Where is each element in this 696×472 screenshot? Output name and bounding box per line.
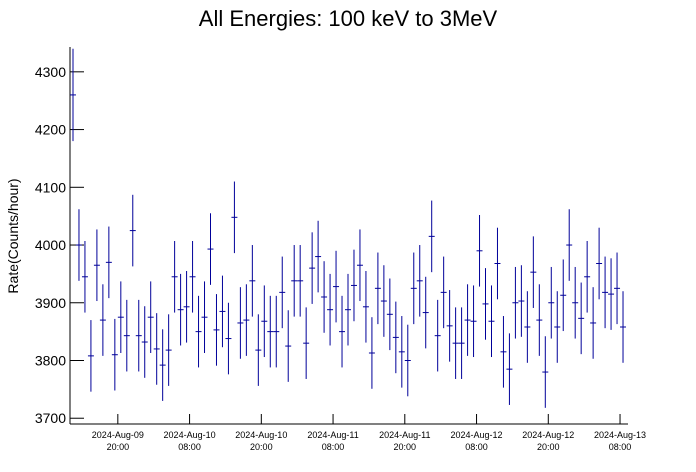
x-tick-label: 20:00 <box>107 442 130 452</box>
y-axis-label: Rate(Counts/hour) <box>5 178 21 293</box>
y-tick-label: 4000 <box>35 237 66 253</box>
x-tick-label: 08:00 <box>465 442 488 452</box>
y-tick-label: 4100 <box>35 179 66 195</box>
x-tick-label: 20:00 <box>250 442 273 452</box>
x-tick-label: 08:00 <box>322 442 345 452</box>
x-tick-label: 2024-Aug-10 <box>164 430 216 440</box>
y-tick-label: 4300 <box>35 64 66 80</box>
chart-title: All Energies: 100 keV to 3MeV <box>199 6 498 31</box>
y-tick-label: 3900 <box>35 295 66 311</box>
x-tick-label: 2024-Aug-13 <box>594 430 646 440</box>
x-tick-label: 2024-Aug-10 <box>235 430 287 440</box>
x-tick-label: 2024-Aug-12 <box>522 430 574 440</box>
x-tick-label: 2024-Aug-11 <box>307 430 358 440</box>
x-tick-label: 08:00 <box>178 442 201 452</box>
x-tick-label: 2024-Aug-09 <box>92 430 144 440</box>
y-tick-label: 3700 <box>35 410 66 426</box>
x-tick-label: 2024-Aug-11 <box>379 430 430 440</box>
x-tick-label: 2024-Aug-12 <box>451 430 503 440</box>
x-tick-label: 08:00 <box>609 442 632 452</box>
x-tick-label: 20:00 <box>537 442 560 452</box>
x-tick-label: 20:00 <box>394 442 417 452</box>
y-tick-label: 3800 <box>35 352 66 368</box>
y-tick-label: 4200 <box>35 122 66 138</box>
